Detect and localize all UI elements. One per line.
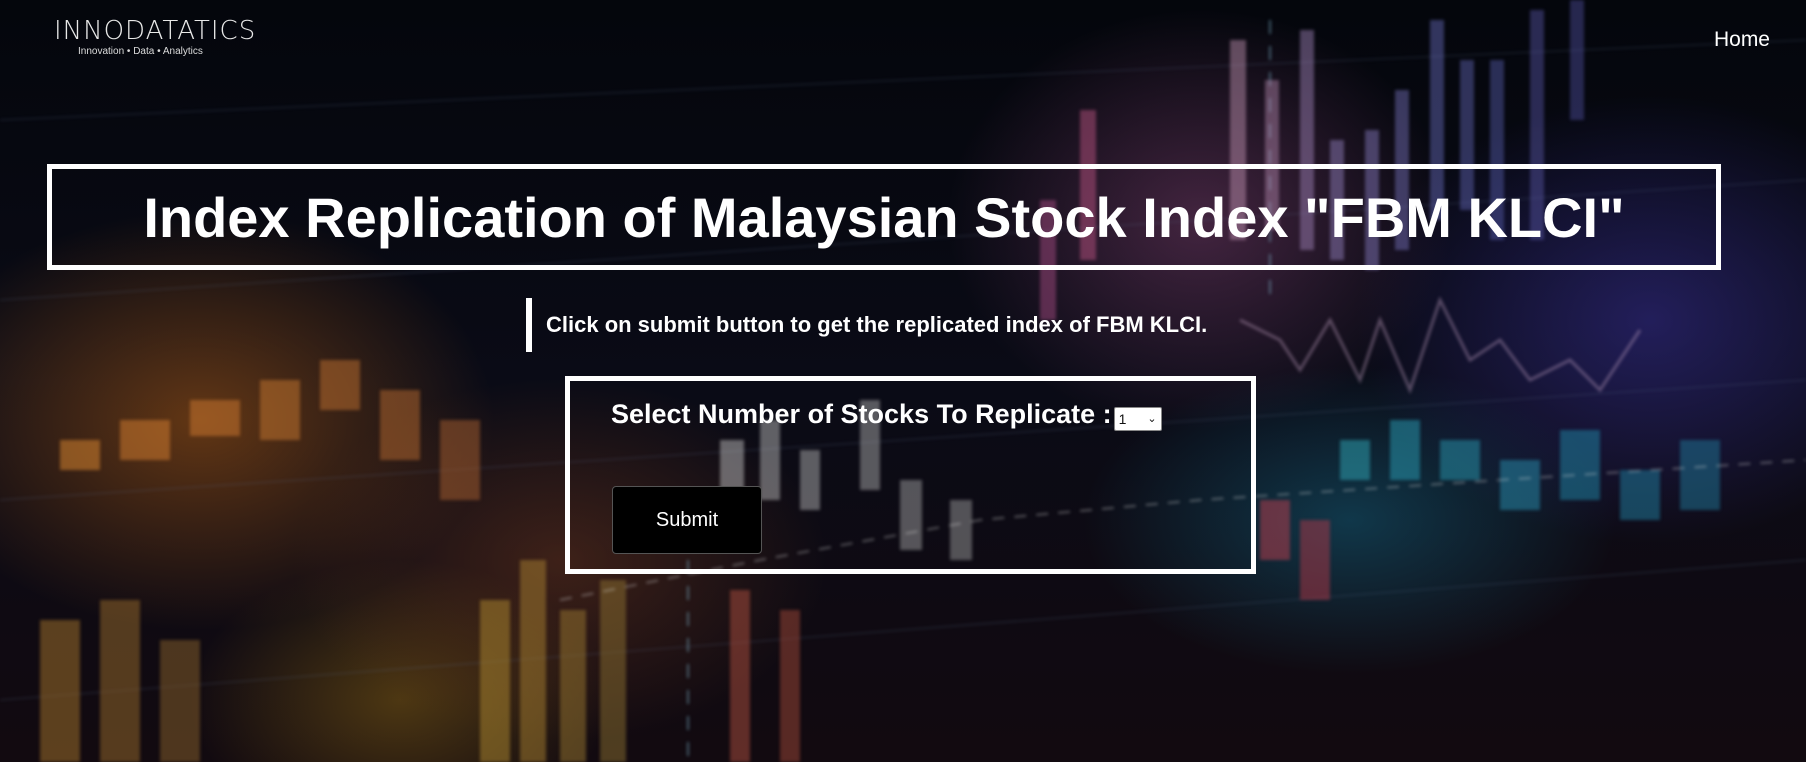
submit-button[interactable]: Submit xyxy=(612,486,762,554)
innodatatics-logo[interactable]: INNODATATICS Innovation • Data • Analyti… xyxy=(54,18,256,57)
nav-home-link[interactable]: Home xyxy=(1713,28,1770,51)
stock-count-selected-value: 1 xyxy=(1118,410,1127,427)
stock-count-row: Select Number of Stocks To Replicate : 1… xyxy=(611,399,1162,431)
stock-count-label: Select Number of Stocks To Replicate : xyxy=(611,399,1112,429)
chevron-down-icon: ⌄ xyxy=(1147,413,1157,425)
logo-wordmark: INNODATATICS xyxy=(54,18,256,44)
stock-count-select[interactable]: 1 ⌄ xyxy=(1113,406,1162,431)
logo-tagline: Innovation • Data • Analytics xyxy=(78,46,203,57)
logo-wordmark-text: INNODATATICS xyxy=(54,16,257,46)
page-title: Index Replication of Malaysian Stock Ind… xyxy=(143,185,1625,249)
instruction-text: Click on submit button to get the replic… xyxy=(526,298,1207,352)
page-title-box: Index Replication of Malaysian Stock Ind… xyxy=(47,164,1721,270)
replication-form: Select Number of Stocks To Replicate : 1… xyxy=(565,376,1256,574)
